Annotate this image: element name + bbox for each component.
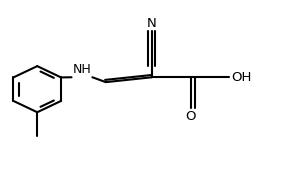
Text: O: O [185,110,196,124]
Text: NH: NH [73,63,91,76]
Text: N: N [147,17,157,30]
Text: OH: OH [231,71,251,84]
